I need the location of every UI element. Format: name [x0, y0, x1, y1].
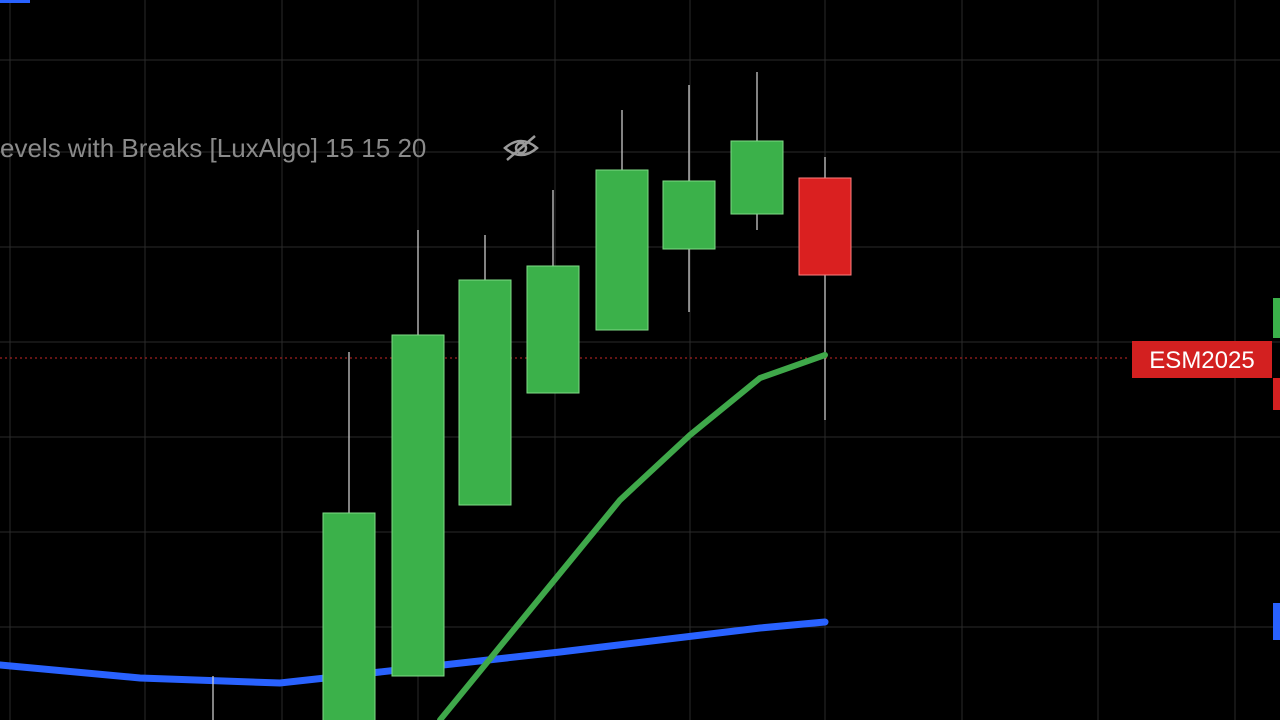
grid-line [514, 141, 528, 155]
candle-body [526, 265, 580, 394]
hide-indicator-icon[interactable] [503, 135, 539, 161]
candles [322, 72, 852, 720]
axis-marker [1273, 378, 1280, 410]
candle-body [391, 334, 445, 677]
indicator-label: evels with Breaks [LuxAlgo] 15 15 20 [0, 133, 426, 163]
candle-body [458, 279, 512, 506]
green-moving-average [437, 352, 828, 720]
candle-body [730, 140, 784, 215]
candle-body [662, 180, 716, 250]
axis-marker [1273, 298, 1280, 338]
price-label-box [1132, 341, 1272, 378]
price-label: ESM2025 [1149, 347, 1254, 374]
candle-body [322, 512, 376, 720]
grid-line [506, 135, 536, 161]
blue-moving-average [0, 618, 829, 687]
candle-body [798, 177, 852, 276]
axis-marker [1273, 603, 1280, 640]
candle-body [595, 169, 649, 331]
corner-marker [0, 0, 30, 3]
